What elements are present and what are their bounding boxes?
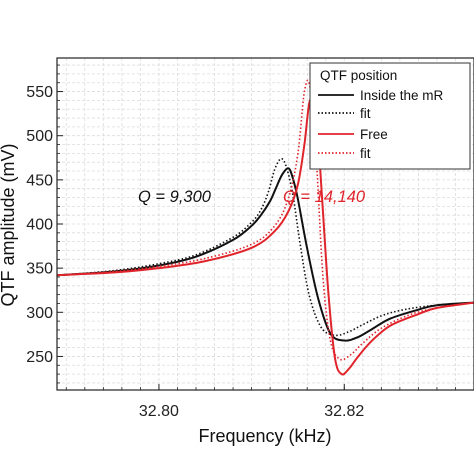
annotation-q-inside: Q = 9,300 — [138, 188, 212, 206]
legend-title: QTF position — [320, 68, 397, 83]
legend-entry-inside: Inside the mR — [360, 88, 444, 103]
y-tick-label: 550 — [26, 84, 53, 101]
x-tick-label: 32.80 — [139, 403, 179, 420]
legend-box — [309, 62, 471, 170]
x-tick-label: 32.82 — [324, 403, 364, 420]
axis-ticks: 250 300 350 400 450 500 550 32.80 32.82 — [26, 64, 456, 420]
y-axis-label: QTF amplitude (mV) — [0, 143, 18, 306]
y-tick-label: 400 — [26, 217, 53, 234]
y-tick-label: 250 — [26, 349, 53, 366]
y-tick-label: 450 — [26, 172, 53, 189]
annotation-q-free: Q = 14,140 — [283, 188, 366, 206]
y-tick-label: 350 — [26, 261, 53, 278]
legend-entry-free-fit: fit — [360, 146, 371, 161]
legend: QTF position Inside the mR fit Free fit — [309, 62, 471, 170]
legend-entry-free: Free — [360, 127, 388, 142]
y-tick-label: 500 — [26, 128, 53, 145]
grid — [57, 58, 474, 390]
legend-entry-inside-fit: fit — [360, 106, 371, 121]
y-tick-label: 300 — [26, 305, 53, 322]
x-axis-label: Frequency (kHz) — [198, 426, 331, 446]
